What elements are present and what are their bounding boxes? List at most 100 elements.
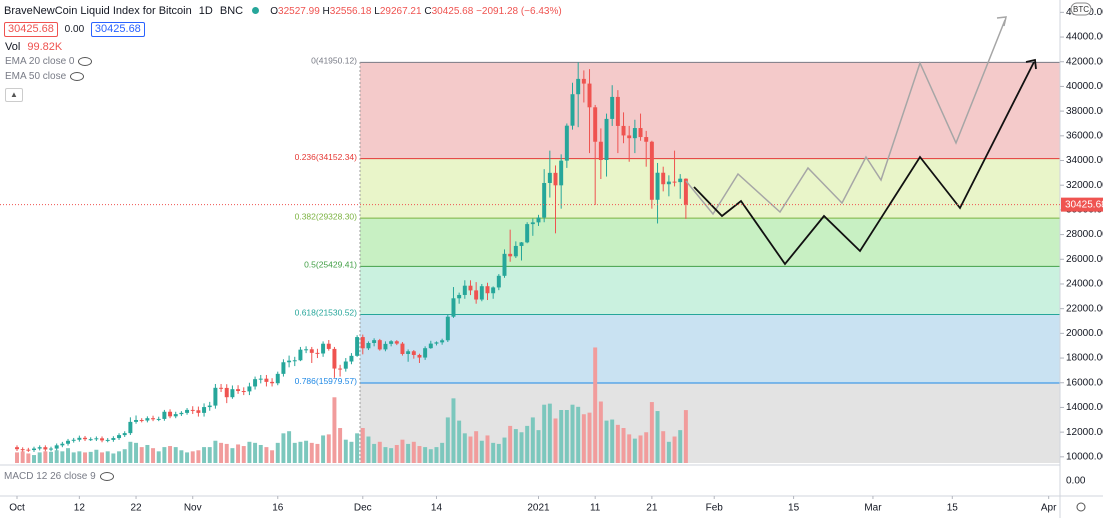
volume-bar: [128, 441, 133, 463]
candle-body: [292, 360, 297, 362]
volume-bar: [406, 443, 411, 463]
eye-icon[interactable]: [70, 71, 85, 81]
candle-body: [298, 349, 303, 361]
candle-body: [105, 439, 110, 441]
candle-body: [536, 217, 541, 223]
candle-body: [66, 440, 71, 444]
candle-body: [88, 439, 93, 441]
y-tick-label: 44000.00: [1066, 32, 1103, 43]
y-tick-label: 32000.00: [1066, 180, 1103, 191]
volume-bar: [83, 452, 88, 463]
candle-body: [468, 285, 473, 291]
h-value: 32556.18: [329, 6, 372, 17]
fib-label: 0.382(29328.30): [295, 211, 358, 221]
spread: 0.00: [64, 24, 85, 35]
x-tick-label: Nov: [184, 503, 202, 514]
volume-bar: [644, 432, 649, 463]
volume-bar: [185, 452, 190, 463]
candle-body: [411, 351, 416, 355]
candle-body: [644, 137, 649, 142]
fib-label: 0.5(25429.41): [304, 260, 357, 270]
volume-bar: [202, 447, 207, 463]
volume-bar: [162, 447, 167, 463]
collapse-button[interactable]: ▲: [5, 88, 23, 102]
volume-bar: [179, 450, 184, 463]
volume-bar: [417, 446, 422, 463]
candle-body: [530, 222, 535, 225]
volume-bar: [604, 420, 609, 463]
volume-bar: [411, 441, 416, 463]
projection-gray: [685, 19, 1006, 216]
candle-body: [304, 349, 309, 351]
volume-bar: [428, 449, 433, 463]
volume-bar: [655, 411, 660, 463]
x-tick-label: 15: [947, 503, 959, 514]
volume-bar: [366, 436, 371, 463]
last-price-label: 30425.68: [1065, 199, 1103, 210]
fib-zone: [360, 158, 1060, 219]
y-tick-label: 34000.00: [1066, 155, 1103, 166]
fib-label: 0.786(15979.57): [295, 376, 358, 386]
candle-body: [553, 172, 558, 186]
volume-bar: [20, 451, 25, 463]
candle-body: [394, 341, 399, 344]
volume-bar: [474, 431, 479, 463]
candle-body: [202, 407, 207, 413]
candle-body: [287, 360, 292, 363]
candle-body: [445, 316, 450, 341]
candle-body: [632, 128, 637, 139]
indicator: EMA 20 close 0: [5, 55, 93, 69]
candle-body: [661, 172, 666, 185]
volume-bar: [615, 424, 620, 463]
currency-badge[interactable]: [1070, 2, 1092, 16]
candle-body: [355, 337, 360, 356]
candle-body: [309, 349, 314, 353]
macd-tick-label: 0.00: [1066, 476, 1086, 487]
macd-label: MACD 12 26 close 9: [4, 471, 96, 482]
candle-body: [570, 94, 575, 126]
candle-body: [610, 96, 615, 119]
volume-bar: [151, 448, 156, 463]
volume-bar: [321, 435, 326, 463]
candle-body: [224, 387, 229, 398]
volume-bar: [666, 441, 671, 463]
volume-bar: [54, 450, 59, 463]
y-tick-label: 16000.00: [1066, 377, 1103, 388]
volume-bar: [383, 447, 388, 463]
candle-body: [117, 435, 122, 439]
candle-body: [94, 438, 99, 440]
candle-body: [26, 449, 31, 451]
symbol-title[interactable]: BraveNewCoin Liquid Index for Bitcoin: [4, 5, 192, 17]
x-tick-label: 2021: [527, 503, 550, 514]
candle-body: [134, 420, 139, 422]
volume-bar: [377, 441, 382, 463]
y-tick-label: 38000.00: [1066, 106, 1103, 117]
candle-body: [275, 373, 280, 384]
candle-body: [60, 443, 65, 446]
eye-icon[interactable]: [78, 56, 93, 66]
candle-body: [111, 438, 116, 440]
y-tick-label: 40000.00: [1066, 81, 1103, 92]
ask[interactable]: 30425.68: [90, 22, 145, 37]
arrow-head: [1025, 58, 1037, 70]
candle-body: [587, 83, 592, 108]
volume-bar: [632, 438, 637, 463]
y-tick-label: 24000.00: [1066, 279, 1103, 290]
volume-bar: [485, 435, 490, 463]
volume-bar: [156, 451, 161, 463]
header: BraveNewCoin Liquid Index for Bitcoin 1D…: [4, 4, 562, 19]
volume-bar: [627, 434, 632, 463]
settings-icon[interactable]: [1076, 502, 1086, 512]
candle-body: [547, 172, 552, 183]
volume-bar: [49, 451, 53, 463]
y-tick-label: 36000.00: [1066, 130, 1103, 141]
volume-bar: [111, 453, 116, 463]
volume-bar: [105, 451, 110, 463]
y-tick-label: 18000.00: [1066, 353, 1103, 364]
eye-icon[interactable]: [99, 471, 114, 481]
volume-bar: [264, 447, 269, 463]
volume-bar: [400, 439, 405, 463]
o-label: O: [270, 6, 279, 17]
candle-body: [377, 340, 382, 350]
bid[interactable]: 30425.68: [4, 22, 58, 37]
